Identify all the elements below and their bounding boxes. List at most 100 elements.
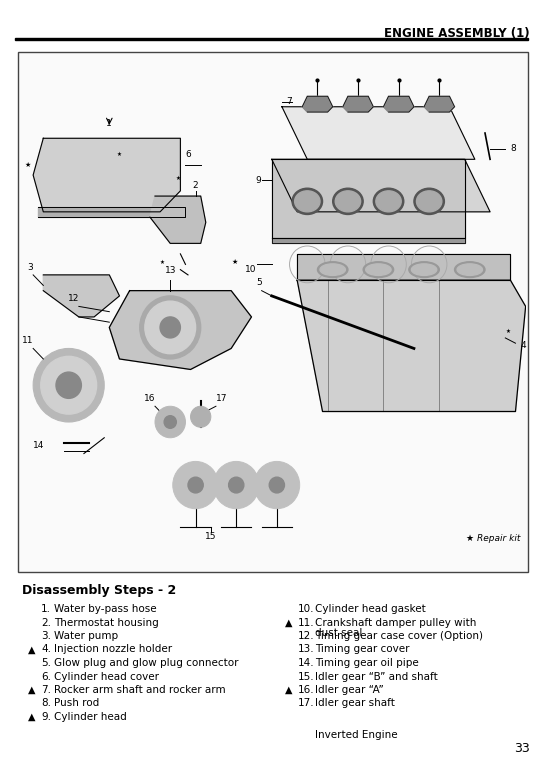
Text: Rocker arm shaft and rocker arm: Rocker arm shaft and rocker arm xyxy=(54,685,226,695)
Text: 6: 6 xyxy=(186,150,191,159)
Polygon shape xyxy=(272,238,465,243)
Text: Disassembly Steps - 2: Disassembly Steps - 2 xyxy=(22,584,176,597)
Circle shape xyxy=(213,462,259,509)
Text: Water pump: Water pump xyxy=(54,631,118,641)
Text: 4: 4 xyxy=(521,341,526,351)
Text: 10.: 10. xyxy=(298,604,314,614)
Polygon shape xyxy=(38,206,186,217)
Polygon shape xyxy=(43,275,119,317)
Text: 8.: 8. xyxy=(41,699,51,709)
Ellipse shape xyxy=(292,188,323,215)
Text: Idler gear “B” and shaft: Idler gear “B” and shaft xyxy=(315,671,438,682)
Polygon shape xyxy=(282,107,475,160)
Text: Crankshaft damper pulley with: Crankshaft damper pulley with xyxy=(315,617,476,627)
Circle shape xyxy=(140,296,201,359)
Polygon shape xyxy=(272,160,490,212)
Text: 11.: 11. xyxy=(298,617,314,627)
Text: 3: 3 xyxy=(27,262,33,272)
FancyArrow shape xyxy=(15,38,528,40)
Text: 17.: 17. xyxy=(298,699,314,709)
Text: 1: 1 xyxy=(106,119,112,128)
Text: dust seal: dust seal xyxy=(315,628,362,638)
Polygon shape xyxy=(150,196,206,243)
Text: 11: 11 xyxy=(22,336,33,345)
Text: 16: 16 xyxy=(143,394,155,403)
Text: 5: 5 xyxy=(256,278,262,288)
Text: Timing gear case cover (Option): Timing gear case cover (Option) xyxy=(315,631,483,641)
Text: 15.: 15. xyxy=(298,671,314,682)
Circle shape xyxy=(155,407,186,438)
Text: 8: 8 xyxy=(510,144,516,153)
Circle shape xyxy=(145,301,195,354)
Text: 17: 17 xyxy=(216,394,228,403)
Polygon shape xyxy=(297,254,510,280)
Ellipse shape xyxy=(335,191,361,212)
Text: ★ Repair kit: ★ Repair kit xyxy=(466,534,521,543)
Ellipse shape xyxy=(409,262,439,278)
Ellipse shape xyxy=(412,264,437,275)
Text: 12.: 12. xyxy=(298,631,314,641)
Text: ★: ★ xyxy=(25,162,31,167)
Circle shape xyxy=(173,462,218,509)
Circle shape xyxy=(56,372,81,398)
Ellipse shape xyxy=(457,264,483,275)
Ellipse shape xyxy=(320,264,345,275)
Ellipse shape xyxy=(318,262,348,278)
Text: Inverted Engine: Inverted Engine xyxy=(315,730,397,740)
Text: Water by-pass hose: Water by-pass hose xyxy=(54,604,156,614)
Text: 13: 13 xyxy=(165,266,176,275)
Text: Injection nozzle holder: Injection nozzle holder xyxy=(54,644,172,654)
Polygon shape xyxy=(109,291,251,370)
Text: ▲: ▲ xyxy=(285,685,293,695)
Text: ENGINE ASSEMBLY (1): ENGINE ASSEMBLY (1) xyxy=(384,27,530,40)
Circle shape xyxy=(160,317,180,338)
Text: ★: ★ xyxy=(231,259,237,265)
Ellipse shape xyxy=(416,191,442,212)
Text: Thermostat housing: Thermostat housing xyxy=(54,617,159,627)
Ellipse shape xyxy=(376,191,401,212)
Ellipse shape xyxy=(454,262,485,278)
Circle shape xyxy=(191,407,211,427)
Text: ★: ★ xyxy=(117,152,122,156)
Text: Cylinder head gasket: Cylinder head gasket xyxy=(315,604,426,614)
Polygon shape xyxy=(297,280,526,411)
Ellipse shape xyxy=(333,188,363,215)
Text: 14.: 14. xyxy=(298,658,314,668)
Text: 7: 7 xyxy=(286,97,292,106)
Text: ★: ★ xyxy=(506,329,510,334)
Text: 15: 15 xyxy=(205,532,217,542)
Text: 9.: 9. xyxy=(41,712,51,722)
Text: ▲: ▲ xyxy=(28,712,35,722)
Text: Timing gear cover: Timing gear cover xyxy=(315,644,409,654)
Text: 2: 2 xyxy=(193,181,198,190)
Text: 12: 12 xyxy=(67,295,79,303)
Text: ▲: ▲ xyxy=(285,617,293,627)
Ellipse shape xyxy=(295,191,320,212)
Circle shape xyxy=(164,416,176,428)
Text: 5.: 5. xyxy=(41,658,51,668)
Polygon shape xyxy=(383,96,414,112)
Text: 6.: 6. xyxy=(41,671,51,682)
Text: 14: 14 xyxy=(33,441,45,450)
Circle shape xyxy=(269,477,285,493)
Circle shape xyxy=(254,462,300,509)
Text: Idler gear shaft: Idler gear shaft xyxy=(315,699,395,709)
Polygon shape xyxy=(33,138,180,212)
Text: 7.: 7. xyxy=(41,685,51,695)
Text: Cylinder head cover: Cylinder head cover xyxy=(54,671,159,682)
Text: ★: ★ xyxy=(175,176,180,181)
Ellipse shape xyxy=(363,262,394,278)
Polygon shape xyxy=(272,160,465,238)
Circle shape xyxy=(188,477,203,493)
Text: ▲: ▲ xyxy=(28,644,35,654)
Text: 9: 9 xyxy=(256,176,262,185)
Text: ★: ★ xyxy=(160,260,165,265)
Polygon shape xyxy=(343,96,374,112)
Text: 3.: 3. xyxy=(41,631,51,641)
Text: 2.: 2. xyxy=(41,617,51,627)
Text: Push rod: Push rod xyxy=(54,699,99,709)
Ellipse shape xyxy=(414,188,444,215)
Circle shape xyxy=(33,348,104,422)
Text: 1.: 1. xyxy=(41,604,51,614)
Text: 13.: 13. xyxy=(298,644,314,654)
